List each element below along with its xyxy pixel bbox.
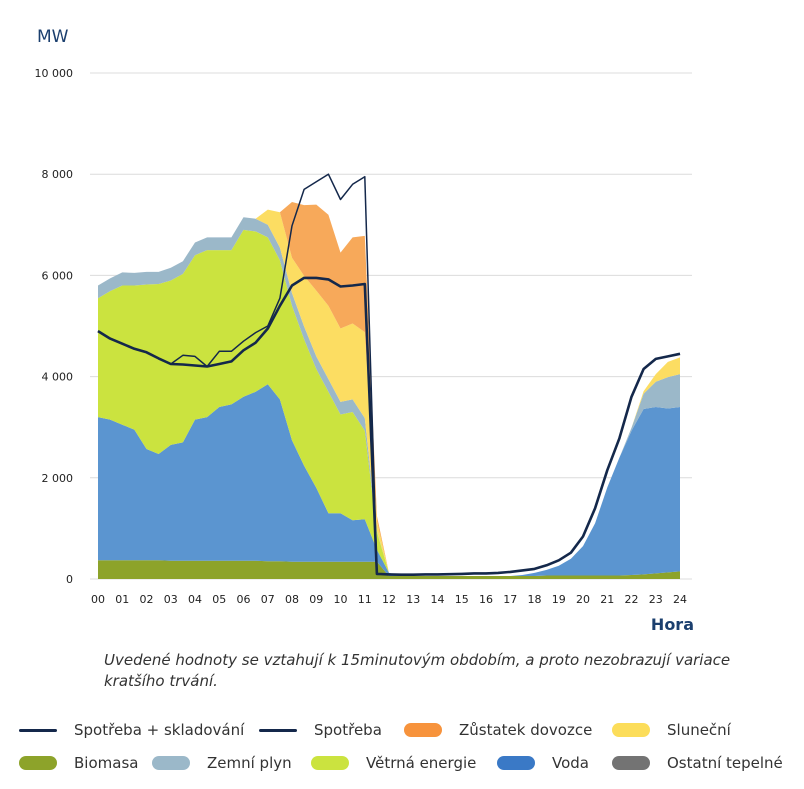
legend-label: Spotřeba [314,721,382,739]
legend-item-voda: Voda [497,751,589,775]
legend-label: Voda [552,754,589,772]
y-tick-label: 10 000 [35,67,74,80]
area-voda [98,384,680,576]
x-tick-label: 03 [164,593,178,606]
x-tick-label: 19 [552,593,566,606]
legend-swatch [19,756,57,770]
legend-line-icon [259,728,297,732]
legend-label: Větrná energie [366,754,477,772]
legend-label: Zůstatek dovozce [459,721,593,739]
x-tick-label: 15 [455,593,469,606]
x-tick-label: 13 [406,593,420,606]
x-tick-label: 23 [649,593,663,606]
legend-label: Ostatní tepelné [667,754,783,772]
y-axis-ticks: 0 2 000 4 000 6 000 8 000 10 000 [35,67,74,586]
x-tick-label: 17 [503,593,517,606]
y-unit-label: MW [37,27,69,47]
x-tick-label: 24 [673,593,687,606]
x-tick-label: 11 [358,593,372,606]
area-biomasa [98,560,680,579]
x-tick-label: 09 [309,593,323,606]
x-tick-label: 22 [625,593,639,606]
line-spotreba-skladovani [97,173,681,576]
legend-swatch [311,756,349,770]
x-tick-label: 07 [261,593,275,606]
legend-item-spotreba-skladovani: Spotřeba + skladování [19,718,244,742]
x-tick-label: 14 [431,593,445,606]
legend-item-zemni-plyn: Zemní plyn [152,751,292,775]
legend-swatch [612,756,650,770]
legend-item-spotreba: Spotřeba [259,718,382,742]
legend-label: Sluneční [667,721,731,739]
x-tick-label: 18 [528,593,542,606]
legend-line-icon [19,728,57,732]
line-series [97,173,681,576]
legend-label: Zemní plyn [207,754,292,772]
legend-item-ostatni-tepelne: Ostatní tepelné [612,751,783,775]
x-tick-label: 04 [188,593,202,606]
x-tick-label: 05 [212,593,226,606]
x-tick-label: 06 [237,593,251,606]
legend-label: Biomasa [74,754,139,772]
y-tick-label: 0 [66,573,73,586]
x-axis-ticks: 00 01 02 03 04 05 06 07 08 09 10 11 12 13 14 15 16 17 18 19… [91,593,687,606]
legend-item-slunecni: Sluneční [612,718,731,742]
x-tick-label: 16 [479,593,493,606]
x-tick-label: 08 [285,593,299,606]
legend-swatch [404,723,442,737]
x-tick-label: 01 [115,593,129,606]
legend-swatch [152,756,190,770]
x-tick-label: 12 [382,593,396,606]
legend-item-zustatek-dovozce: Zůstatek dovozce [404,718,592,742]
x-tick-label: 21 [600,593,614,606]
area-vetrna-energie [98,229,680,576]
x-tick-label: 02 [140,593,154,606]
y-tick-label: 8 000 [42,168,74,181]
footnote: Uvedené hodnoty se vztahují k 15minutový… [104,651,731,690]
x-tick-label: 00 [91,593,105,606]
legend-label: Spotřeba + skladování [74,721,245,739]
y-tick-label: 6 000 [42,269,74,282]
y-tick-label: 4 000 [42,371,74,384]
legend-swatch [612,723,650,737]
x-tick-label: 20 [576,593,590,606]
x-axis-title: Hora [651,615,694,634]
legend-item-vetrna-energie: Větrná energie [311,751,476,775]
legend: Spotřeba + skladování Spotřeba Zůstatek … [0,716,804,786]
x-tick-label: 10 [334,593,348,606]
legend-item-biomasa: Biomasa [19,751,138,775]
legend-swatch [497,756,535,770]
area-series [98,202,680,579]
y-tick-label: 2 000 [42,472,74,485]
